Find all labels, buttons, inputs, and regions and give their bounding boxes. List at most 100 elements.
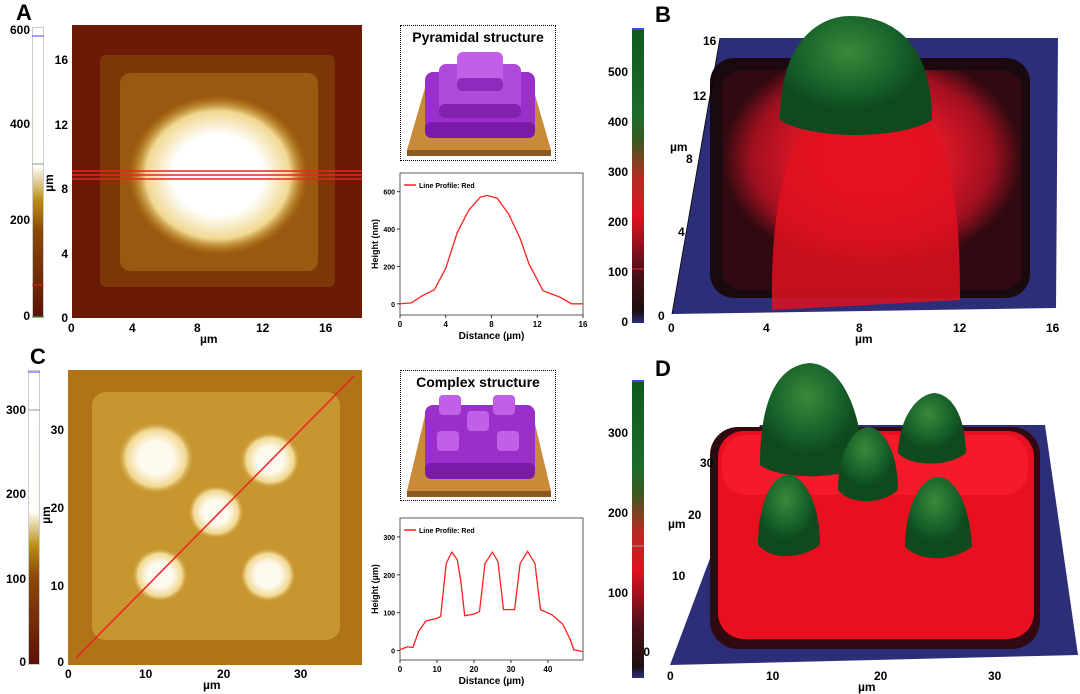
x-tick-d: 10 [766,669,780,683]
x-tick-label: 4 [444,320,449,329]
plot-frame [399,517,584,661]
cbar-c-tick: 100 [5,572,26,586]
x-tick-label: 30 [506,665,515,674]
x-tick-c: 10 [139,667,153,681]
complex-title: Complex structure [416,374,540,390]
x-unit-d: µm [858,680,876,694]
y-tick-label: 200 [383,573,395,580]
profile-line-c[interactable] [68,370,362,665]
x-tick-c: 20 [217,667,231,681]
x-tick-b: 12 [953,321,967,335]
y-tick-label: 0 [391,649,395,656]
y-tick-label: 100 [383,611,395,618]
y-tick-a: 16 [54,53,68,67]
cbar-a-tick: 200 [9,213,30,227]
x-tick-label: 20 [469,665,478,674]
x-tick-a: 8 [194,321,201,335]
y-tick-label: 0 [391,302,395,309]
colorbar-b [632,28,644,323]
complex-schematic: Complex structure [400,370,556,501]
y-tick-b: 4 [678,225,685,239]
3d-surface-d [670,363,1078,665]
x-tick-b: 16 [1046,321,1060,335]
profile-line [399,194,583,305]
x-tick-label: 16 [579,320,588,329]
y-tick-label: 400 [383,227,395,234]
y-tick-b: 16 [703,34,717,48]
y-tick-a: 0 [61,311,68,325]
panel-label-a: A [16,0,32,25]
cbar-d-tick: 0 [643,645,650,659]
cbar-c-tick: 300 [5,403,26,417]
y-tick-label: 300 [383,535,395,542]
cbar-d-tick: 100 [607,586,628,600]
cbar-b-tick: 100 [607,265,628,279]
cbar-c-tick: 200 [5,487,26,501]
x-unit-b: µm [855,332,873,346]
y-tick-d: 20 [688,508,702,522]
x-tick-a: 16 [319,321,333,335]
cbar-b-tick: 300 [607,165,628,179]
x-tick-b: 0 [668,321,675,335]
x-tick-d: 0 [667,669,674,683]
y-tick-a: 12 [54,118,68,132]
y-tick-d: 30 [700,456,714,470]
panel-label-c: C [30,344,46,369]
x-tick-label: 10 [433,665,442,674]
afm-image-a [72,25,362,318]
x-axis-label: Distance (µm) [459,331,525,342]
panel-label-d: D [655,356,671,381]
y-unit-d: µm [668,517,686,531]
x-tick-label: 40 [543,665,552,674]
y-tick-label: 600 [383,190,395,197]
x-tick-b: 4 [763,321,770,335]
x-unit-a: µm [200,332,218,346]
x-tick-a: 4 [129,321,136,335]
colorbar-a [32,27,44,318]
pyramid-title: Pyramidal structure [412,29,544,45]
y-tick-a: 8 [61,182,68,196]
cbar-a-tick: 0 [23,309,30,323]
y-unit-b: µm [670,140,688,154]
line-profile-chart-a: 0 4 8 12 16 0 200 400 600 Distance (µm) Height (nm… [368,165,594,345]
x-tick-b: 8 [856,321,863,335]
x-tick-label: 0 [398,320,403,329]
x-tick-d: 30 [988,669,1002,683]
y-tick-c: 20 [50,501,64,515]
profile-line-a[interactable] [72,25,362,318]
y-axis-label: Height (nm) [370,219,380,269]
x-unit-c: µm [203,678,221,692]
x-tick-a: 0 [68,321,75,335]
y-tick-c: 0 [57,655,64,669]
cbar-a-tick: 400 [9,117,30,131]
x-tick-a: 12 [256,321,270,335]
x-tick-label: 8 [489,320,494,329]
y-tick-label: 200 [383,264,395,271]
cbar-d-tick: 300 [607,426,628,440]
cbar-b-tick: 0 [621,315,628,329]
3d-surface-b [671,16,1058,315]
legend-label: Line Profile: Red [419,528,475,535]
y-tick-b: 8 [686,152,693,166]
y-tick-c: 10 [50,579,64,593]
colorbar-d [632,380,644,678]
pyramid-schematic: Pyramidal structure [400,25,556,161]
cbar-b-tick: 500 [607,65,628,79]
x-tick-label: 12 [533,320,542,329]
x-tick-c: 30 [294,667,308,681]
y-axis-label: Height (µm) [370,564,380,614]
colorbar-c [28,370,40,665]
cbar-d-tick: 200 [607,506,628,520]
panel-label-b: B [655,2,671,27]
legend-label: Line Profile: Red [419,183,475,190]
afm-image-c [68,370,362,665]
x-tick-label: 0 [398,665,403,674]
x-axis-label: Distance (µm) [459,676,525,687]
cbar-b-tick: 200 [607,215,628,229]
line-profile-chart-c: 0 10 20 30 40 0 100 200 300 Distance (µm) Height (… [368,510,594,690]
y-tick-d: 10 [672,569,686,583]
y-tick-b: 12 [693,89,707,103]
y-tick-c: 30 [50,423,64,437]
x-tick-d: 20 [874,669,888,683]
cbar-b-tick: 400 [607,115,628,129]
